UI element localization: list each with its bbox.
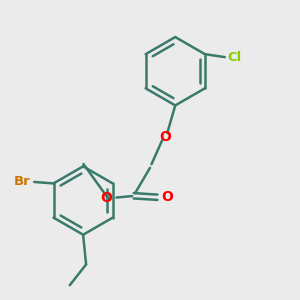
Text: Cl: Cl xyxy=(228,51,242,64)
Text: O: O xyxy=(159,130,171,144)
Text: O: O xyxy=(100,190,112,205)
Text: O: O xyxy=(162,190,173,204)
Text: Br: Br xyxy=(14,176,30,188)
